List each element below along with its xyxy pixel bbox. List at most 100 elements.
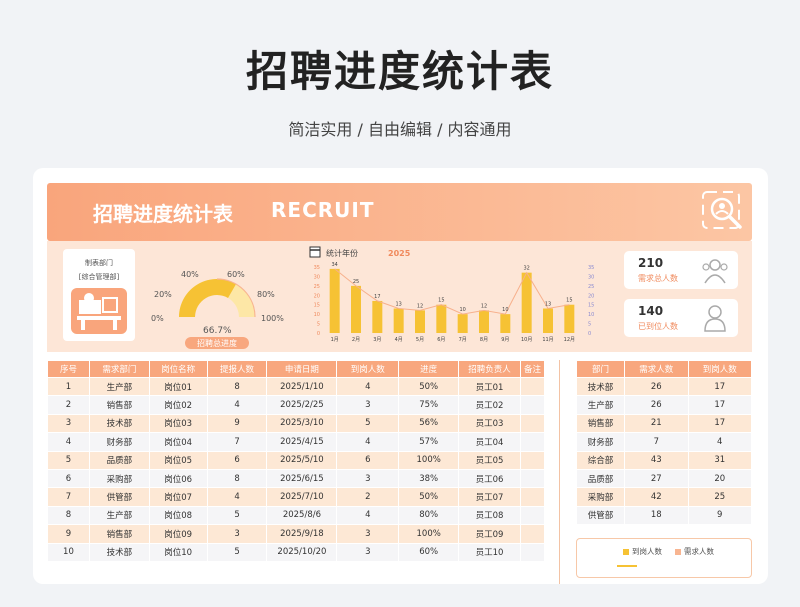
side-table-cell[interactable]: 生产部: [575, 395, 626, 415]
side-table-cell[interactable]: 20: [687, 468, 753, 489]
table-cell[interactable]: 100%: [398, 524, 460, 544]
side-table-cell[interactable]: 26: [624, 395, 689, 415]
table-cell[interactable]: 员工01: [458, 376, 521, 397]
side-table-cell[interactable]: 18: [624, 505, 689, 526]
table-cell[interactable]: [519, 413, 546, 434]
table-cell[interactable]: 50%: [398, 487, 460, 507]
table-cell[interactable]: 6: [206, 450, 268, 470]
table-cell[interactable]: 员工09: [458, 524, 521, 544]
table-cell[interactable]: 2025/6/15: [266, 468, 338, 489]
table-cell[interactable]: 100%: [398, 450, 460, 470]
table-cell[interactable]: [519, 505, 546, 526]
table-cell[interactable]: 员工05: [458, 450, 521, 470]
table-cell[interactable]: 员工03: [458, 413, 521, 434]
table-cell[interactable]: 50%: [398, 376, 460, 397]
side-table-cell[interactable]: 综合部: [575, 450, 626, 470]
table-cell[interactable]: 2: [336, 487, 400, 507]
table-cell[interactable]: 6: [47, 468, 90, 489]
table-cell[interactable]: 7: [47, 487, 90, 507]
table-cell[interactable]: 技术部: [88, 542, 150, 562]
table-cell[interactable]: 4: [47, 432, 90, 452]
table-cell[interactable]: [519, 376, 546, 397]
side-table-cell[interactable]: 42: [624, 487, 689, 507]
table-cell[interactable]: 4: [336, 432, 400, 452]
table-cell[interactable]: 岗位08: [148, 505, 208, 526]
table-cell[interactable]: 2025/4/15: [266, 432, 338, 452]
table-cell[interactable]: 5: [47, 450, 90, 470]
table-cell[interactable]: 10: [47, 542, 90, 562]
table-cell[interactable]: 岗位05: [148, 450, 208, 470]
table-cell[interactable]: 生产部: [88, 376, 150, 397]
table-cell[interactable]: 56%: [398, 413, 460, 434]
side-table-cell[interactable]: 25: [687, 487, 753, 507]
table-cell[interactable]: 2025/1/10: [266, 376, 338, 397]
table-cell[interactable]: 品质部: [88, 450, 150, 470]
table-cell[interactable]: 2025/5/10: [266, 450, 338, 470]
table-cell[interactable]: 岗位03: [148, 413, 208, 434]
side-table-cell[interactable]: 27: [624, 468, 689, 489]
table-cell[interactable]: 6: [336, 450, 400, 470]
table-cell[interactable]: 38%: [398, 468, 460, 489]
table-cell[interactable]: 财务部: [88, 432, 150, 452]
table-cell[interactable]: 7: [206, 432, 268, 452]
table-cell[interactable]: 9: [206, 413, 268, 434]
table-cell[interactable]: 5: [206, 542, 268, 562]
table-cell[interactable]: [519, 468, 546, 489]
side-table-cell[interactable]: 技术部: [575, 376, 626, 397]
table-cell[interactable]: 员工10: [458, 542, 521, 562]
table-cell[interactable]: 2: [47, 395, 90, 415]
table-cell[interactable]: 员工08: [458, 505, 521, 526]
side-table-cell[interactable]: 31: [687, 450, 753, 470]
table-cell[interactable]: [519, 542, 546, 562]
side-table-cell[interactable]: 9: [687, 505, 753, 526]
table-cell[interactable]: 岗位01: [148, 376, 208, 397]
table-cell[interactable]: 技术部: [88, 413, 150, 434]
table-cell[interactable]: 岗位07: [148, 487, 208, 507]
table-cell[interactable]: 2025/2/25: [266, 395, 338, 415]
table-cell[interactable]: 销售部: [88, 395, 150, 415]
side-table-cell[interactable]: 4: [687, 432, 753, 452]
table-cell[interactable]: 员工02: [458, 395, 521, 415]
table-cell[interactable]: 岗位04: [148, 432, 208, 452]
table-cell[interactable]: 岗位10: [148, 542, 208, 562]
table-cell[interactable]: 岗位02: [148, 395, 208, 415]
table-cell[interactable]: [519, 432, 546, 452]
side-table-cell[interactable]: 43: [624, 450, 689, 470]
table-cell[interactable]: 4: [336, 376, 400, 397]
table-cell[interactable]: 员工06: [458, 468, 521, 489]
table-cell[interactable]: [519, 487, 546, 507]
side-table-cell[interactable]: 采购部: [575, 487, 626, 507]
side-table-cell[interactable]: 供管部: [575, 505, 626, 526]
table-cell[interactable]: 员工07: [458, 487, 521, 507]
side-table-cell[interactable]: 财务部: [575, 432, 626, 452]
table-cell[interactable]: 2025/8/6: [266, 505, 338, 526]
table-cell[interactable]: 4: [206, 487, 268, 507]
table-cell[interactable]: 3: [47, 413, 90, 434]
side-table-cell[interactable]: 17: [687, 376, 753, 397]
table-cell[interactable]: 8: [47, 505, 90, 526]
table-cell[interactable]: 采购部: [88, 468, 150, 489]
side-table-cell[interactable]: 21: [624, 413, 689, 434]
table-cell[interactable]: 2025/10/20: [266, 542, 338, 562]
table-cell[interactable]: [519, 450, 546, 470]
table-cell[interactable]: 80%: [398, 505, 460, 526]
side-table-cell[interactable]: 销售部: [575, 413, 626, 434]
table-cell[interactable]: 岗位09: [148, 524, 208, 544]
table-cell[interactable]: 供管部: [88, 487, 150, 507]
table-cell[interactable]: 5: [206, 505, 268, 526]
table-cell[interactable]: 3: [336, 524, 400, 544]
side-table-cell[interactable]: 7: [624, 432, 689, 452]
table-cell[interactable]: 1: [47, 376, 90, 397]
table-cell[interactable]: 2025/7/10: [266, 487, 338, 507]
table-cell[interactable]: [519, 395, 546, 415]
side-table-cell[interactable]: 品质部: [575, 468, 626, 489]
table-cell[interactable]: 4: [206, 395, 268, 415]
table-cell[interactable]: 销售部: [88, 524, 150, 544]
table-cell[interactable]: 3: [336, 468, 400, 489]
table-cell[interactable]: 75%: [398, 395, 460, 415]
table-cell[interactable]: [519, 524, 546, 544]
table-cell[interactable]: 3: [336, 542, 400, 562]
table-cell[interactable]: 2025/3/10: [266, 413, 338, 434]
table-cell[interactable]: 3: [206, 524, 268, 544]
table-cell[interactable]: 60%: [398, 542, 460, 562]
